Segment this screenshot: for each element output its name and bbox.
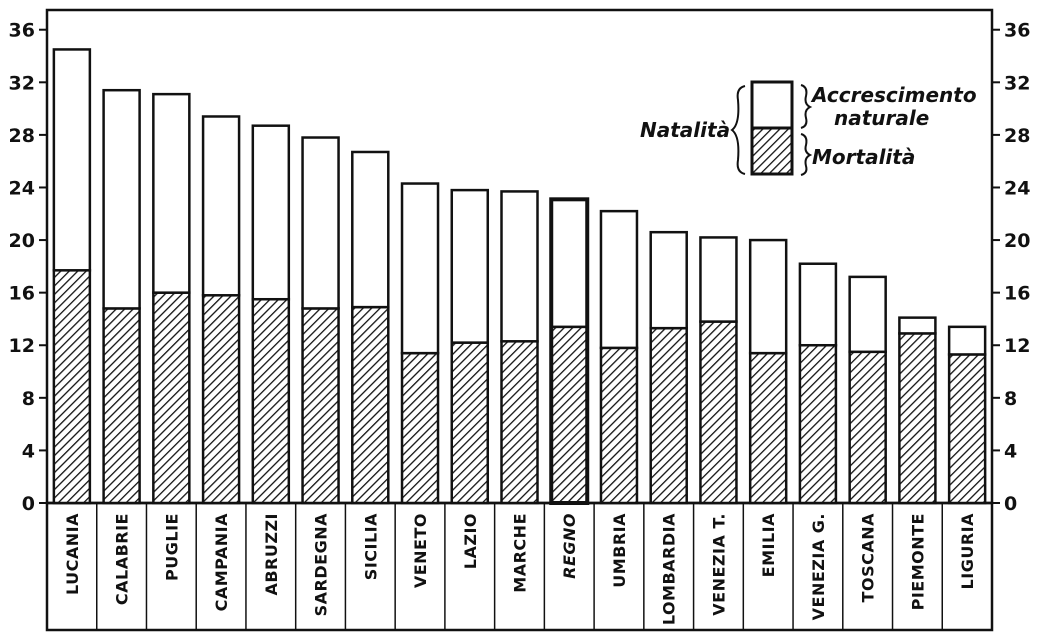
bar-accrescimento xyxy=(848,275,887,354)
category-label: LIGURIA xyxy=(958,513,977,590)
category-label: VENEZIA T. xyxy=(709,513,728,616)
legend-accrescimento-label: Accrescimento xyxy=(810,83,977,107)
category-label: REGNO xyxy=(560,513,579,579)
bar-accrescimento xyxy=(251,124,291,301)
bar-mortalita xyxy=(748,351,788,505)
category-label: UMBRIA xyxy=(610,513,629,588)
bar-mortalita xyxy=(699,320,738,505)
left-tick-label: 28 xyxy=(9,125,35,147)
left-axis-ticks: 0 4 8 12 16 20 24 28 32 36 xyxy=(9,20,47,515)
bar-mortalita xyxy=(251,297,291,505)
bar-mortalita xyxy=(549,325,589,505)
bar-accrescimento xyxy=(500,190,539,343)
bar-mortalita xyxy=(351,305,390,505)
right-tick-label: 20 xyxy=(1004,230,1030,252)
left-tick-label: 16 xyxy=(9,283,35,305)
bar-mortalita xyxy=(201,294,241,505)
category-label: EMILIA xyxy=(759,513,778,577)
left-tick-label: 32 xyxy=(9,72,35,94)
right-tick-label: 8 xyxy=(1004,388,1017,410)
category-label: PIEMONTE xyxy=(908,513,927,610)
right-tick-label: 28 xyxy=(1004,125,1030,147)
category-label: CALABRIE xyxy=(113,513,132,605)
bar-accrescimento xyxy=(102,88,141,310)
legend-left-brace xyxy=(730,85,746,175)
bar-accrescimento xyxy=(351,150,390,309)
right-tick-label: 12 xyxy=(1004,335,1030,357)
right-tick-label: 16 xyxy=(1004,283,1030,305)
left-tick-label: 20 xyxy=(9,230,35,252)
category-label: LOMBARDIA xyxy=(660,513,679,625)
legend-naturale-label: naturale xyxy=(834,106,929,130)
right-tick-label: 4 xyxy=(1004,440,1017,462)
legend-swatch-mortalita xyxy=(750,126,794,176)
left-tick-label: 8 xyxy=(22,388,35,410)
bar-mortalita xyxy=(450,341,490,505)
bar-mortalita xyxy=(798,343,838,505)
bar-accrescimento xyxy=(549,198,589,329)
left-tick-label: 12 xyxy=(9,335,35,357)
legend-swatch-accrescimento xyxy=(750,80,794,130)
bar-mortalita xyxy=(947,353,987,505)
legend-mortalita-label: Mortalità xyxy=(812,145,915,169)
legend: Natalità Accrescimento naturale Mortalit… xyxy=(640,80,977,176)
category-label: SARDEGNA xyxy=(312,513,331,616)
bar-accrescimento xyxy=(947,325,987,356)
category-label: LAZIO xyxy=(461,513,480,569)
bar-mortalita xyxy=(599,346,639,505)
bar-highlight-outline xyxy=(549,197,590,505)
category-label: VENETO xyxy=(411,513,430,588)
bar-accrescimento xyxy=(649,230,688,330)
bar-accrescimento xyxy=(52,48,92,272)
right-tick-label: 0 xyxy=(1004,493,1017,515)
legend-bottom-brace xyxy=(800,133,813,176)
legend-natalita-label: Natalità xyxy=(640,118,730,142)
category-label: CAMPANIA xyxy=(212,513,231,612)
category-label: ABRUZZI xyxy=(262,513,281,596)
bar-mortalita xyxy=(400,351,440,505)
bar-mortalita xyxy=(848,350,887,505)
category-label: VENEZIA G. xyxy=(809,513,828,620)
bar-accrescimento xyxy=(599,209,639,350)
bar-mortalita xyxy=(649,326,688,505)
category-label: MARCHE xyxy=(511,513,530,593)
bar-accrescimento xyxy=(450,188,490,344)
bar-accrescimento xyxy=(898,316,937,335)
bar-accrescimento xyxy=(201,115,241,297)
bars-layer xyxy=(52,48,987,505)
category-label: PUGLIE xyxy=(162,513,181,581)
left-tick-label: 24 xyxy=(9,177,35,199)
category-labels: LUCANIA CALABRIE PUGLIE CAMPANIA ABRUZZI SARD… xyxy=(63,503,977,630)
bar-mortalita xyxy=(500,340,539,505)
bar-mortalita xyxy=(152,291,191,505)
left-tick-label: 36 xyxy=(9,20,35,42)
bar-accrescimento xyxy=(301,136,340,310)
right-tick-label: 36 xyxy=(1004,20,1030,42)
bar-mortalita xyxy=(52,269,92,505)
category-label: SICILIA xyxy=(361,513,380,580)
right-tick-label: 24 xyxy=(1004,177,1030,199)
bar-accrescimento xyxy=(798,262,838,347)
left-tick-label: 4 xyxy=(22,440,35,462)
bar-mortalita xyxy=(301,307,340,505)
bar-mortalita xyxy=(102,307,141,505)
bar-mortalita xyxy=(898,332,937,505)
category-label: LUCANIA xyxy=(63,513,82,595)
left-tick-label: 0 xyxy=(22,493,35,515)
bar-accrescimento xyxy=(748,238,788,355)
bar-accrescimento xyxy=(152,92,191,294)
right-axis-ticks: 0 4 8 12 16 20 24 28 32 36 xyxy=(992,20,1030,515)
legend-top-brace xyxy=(800,84,813,129)
right-tick-label: 32 xyxy=(1004,72,1030,94)
category-label: TOSCANA xyxy=(859,513,878,603)
bar-accrescimento xyxy=(400,182,440,355)
bar-accrescimento xyxy=(699,236,738,323)
